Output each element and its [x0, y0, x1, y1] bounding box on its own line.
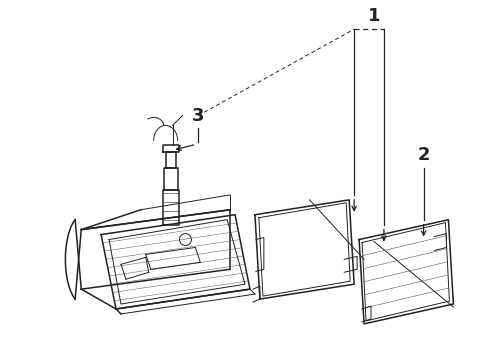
Text: 2: 2 — [417, 146, 430, 164]
Text: 1: 1 — [368, 7, 380, 25]
Text: 3: 3 — [192, 107, 205, 125]
